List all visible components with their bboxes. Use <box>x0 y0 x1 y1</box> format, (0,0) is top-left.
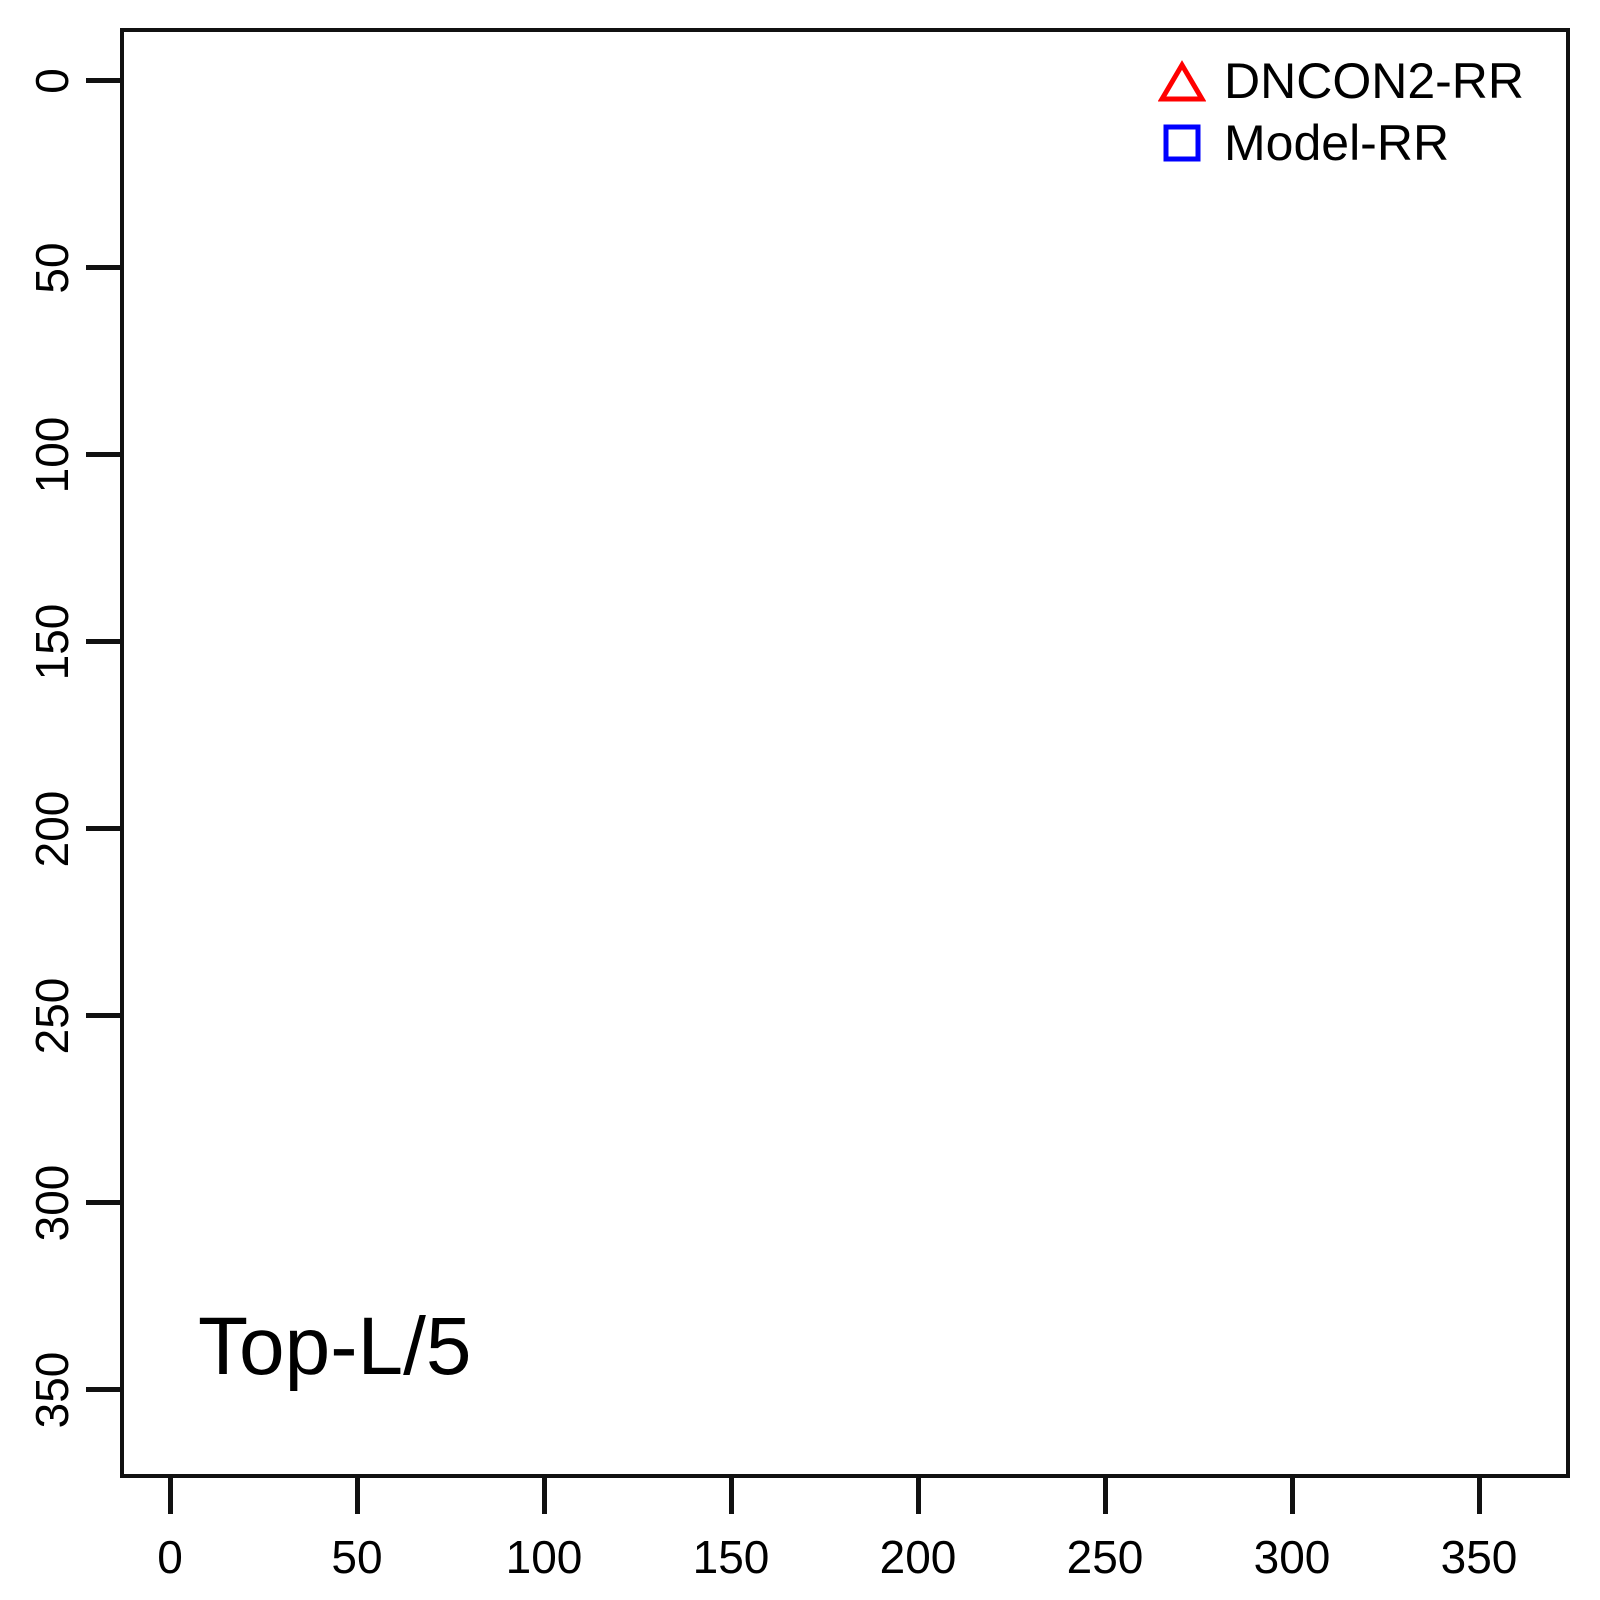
panel-label: Top-L/5 <box>198 1301 472 1392</box>
y-tick-label: 200 <box>26 790 78 868</box>
y-tick-label: 100 <box>26 416 78 494</box>
y-tick-mark <box>86 265 120 270</box>
y-tick-label: 50 <box>26 242 78 294</box>
x-tick-label: 100 <box>505 1531 583 1583</box>
triangle-up-open-icon <box>1140 59 1224 103</box>
y-tick-label: 0 <box>26 68 78 94</box>
y-tick-mark <box>86 452 120 457</box>
x-tick-label: 300 <box>1253 1531 1331 1583</box>
plot-frame <box>120 28 1570 1478</box>
legend-label-dncon2: DNCON2-RR <box>1224 53 1524 109</box>
legend-entry-model: Model-RR <box>1140 112 1560 174</box>
x-tick-mark <box>1103 1478 1108 1514</box>
x-tick-label: 0 <box>157 1531 183 1583</box>
x-tick-label: 250 <box>1066 1531 1144 1583</box>
y-tick-mark <box>86 1013 120 1018</box>
legend-label-model: Model-RR <box>1224 115 1450 171</box>
y-tick-mark <box>86 1387 120 1392</box>
x-tick-mark <box>355 1478 360 1514</box>
x-tick-label: 350 <box>1440 1531 1518 1583</box>
x-tick-label: 150 <box>692 1531 770 1583</box>
y-tick-mark <box>86 1200 120 1205</box>
y-tick-label: 350 <box>26 1351 78 1429</box>
legend: DNCON2-RR Model-RR <box>1140 50 1560 174</box>
y-tick-mark <box>86 826 120 831</box>
square-open-icon <box>1140 121 1224 165</box>
x-tick-mark <box>1290 1478 1295 1514</box>
x-tick-label: 200 <box>879 1531 957 1583</box>
x-tick-mark <box>1477 1478 1482 1514</box>
x-tick-mark <box>542 1478 547 1514</box>
y-tick-mark <box>86 639 120 644</box>
y-tick-label: 250 <box>26 977 78 1055</box>
x-tick-label: 50 <box>331 1531 383 1583</box>
y-tick-mark <box>86 78 120 83</box>
y-tick-label: 300 <box>26 1164 78 1242</box>
y-tick-label: 150 <box>26 603 78 681</box>
x-tick-mark <box>916 1478 921 1514</box>
legend-entry-dncon2: DNCON2-RR <box>1140 50 1560 112</box>
x-tick-mark <box>168 1478 173 1514</box>
x-tick-mark <box>729 1478 734 1514</box>
